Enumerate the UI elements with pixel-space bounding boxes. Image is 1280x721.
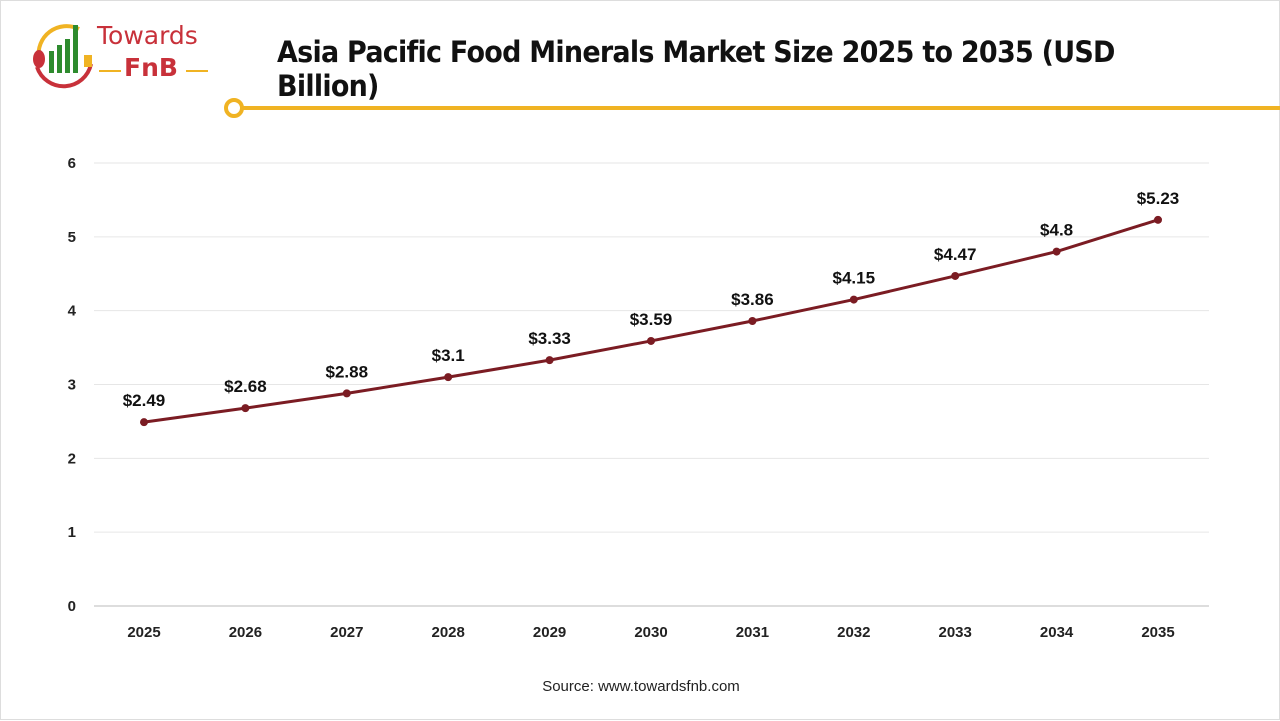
data-label: $4.8: [1040, 221, 1073, 240]
data-point: [140, 418, 148, 427]
data-label: $3.33: [528, 329, 571, 348]
y-tick-label: 2: [68, 450, 76, 467]
data-label: $3.86: [731, 290, 774, 309]
chart-title: Asia Pacific Food Minerals Market Size 2…: [277, 35, 1115, 103]
data-label: $2.49: [123, 391, 166, 410]
logo-text-fnb: FnB: [124, 53, 178, 82]
x-tick-label: 2029: [533, 624, 566, 641]
data-label: $4.47: [934, 245, 977, 264]
data-label: $3.1: [432, 346, 465, 365]
data-point: [748, 317, 757, 326]
x-tick-label: 2032: [837, 624, 870, 641]
y-tick-label: 0: [68, 598, 76, 615]
data-point: [951, 271, 960, 280]
x-tick-label: 2030: [634, 624, 667, 641]
data-point: [1052, 247, 1061, 256]
logo-text-towards: Towards: [97, 21, 198, 50]
y-tick-label: 3: [68, 377, 76, 394]
x-tick-label: 2027: [330, 624, 363, 641]
logo-icon: [33, 24, 93, 89]
data-label: $2.88: [326, 362, 369, 381]
y-tick-label: 4: [68, 303, 77, 320]
data-point: [1154, 215, 1162, 224]
y-tick-label: 6: [68, 155, 76, 172]
x-tick-label: 2034: [1040, 624, 1074, 641]
data-point: [849, 295, 858, 304]
data-point: [241, 404, 250, 413]
data-point: [444, 373, 453, 382]
data-point: [647, 336, 655, 345]
x-tick-label: 2033: [939, 624, 972, 641]
data-label: $5.23: [1137, 189, 1180, 208]
accent-dot: [224, 98, 244, 118]
data-point: [342, 389, 351, 398]
y-tick-label: 5: [68, 229, 76, 246]
x-tick-label: 2028: [432, 624, 465, 641]
data-label: $4.15: [833, 269, 876, 288]
data-label: $2.68: [224, 377, 267, 396]
data-label: $3.59: [630, 310, 673, 329]
x-tick-label: 2026: [229, 624, 262, 641]
y-tick-label: 1: [68, 524, 76, 541]
data-point: [545, 356, 554, 365]
x-tick-label: 2025: [127, 624, 160, 641]
x-tick-label: 2035: [1141, 624, 1174, 641]
towards-fnb-logo: Towards FnB: [29, 19, 214, 89]
x-tick-label: 2031: [736, 624, 769, 641]
source-note: Source: www.towardsfnb.com: [542, 678, 740, 695]
